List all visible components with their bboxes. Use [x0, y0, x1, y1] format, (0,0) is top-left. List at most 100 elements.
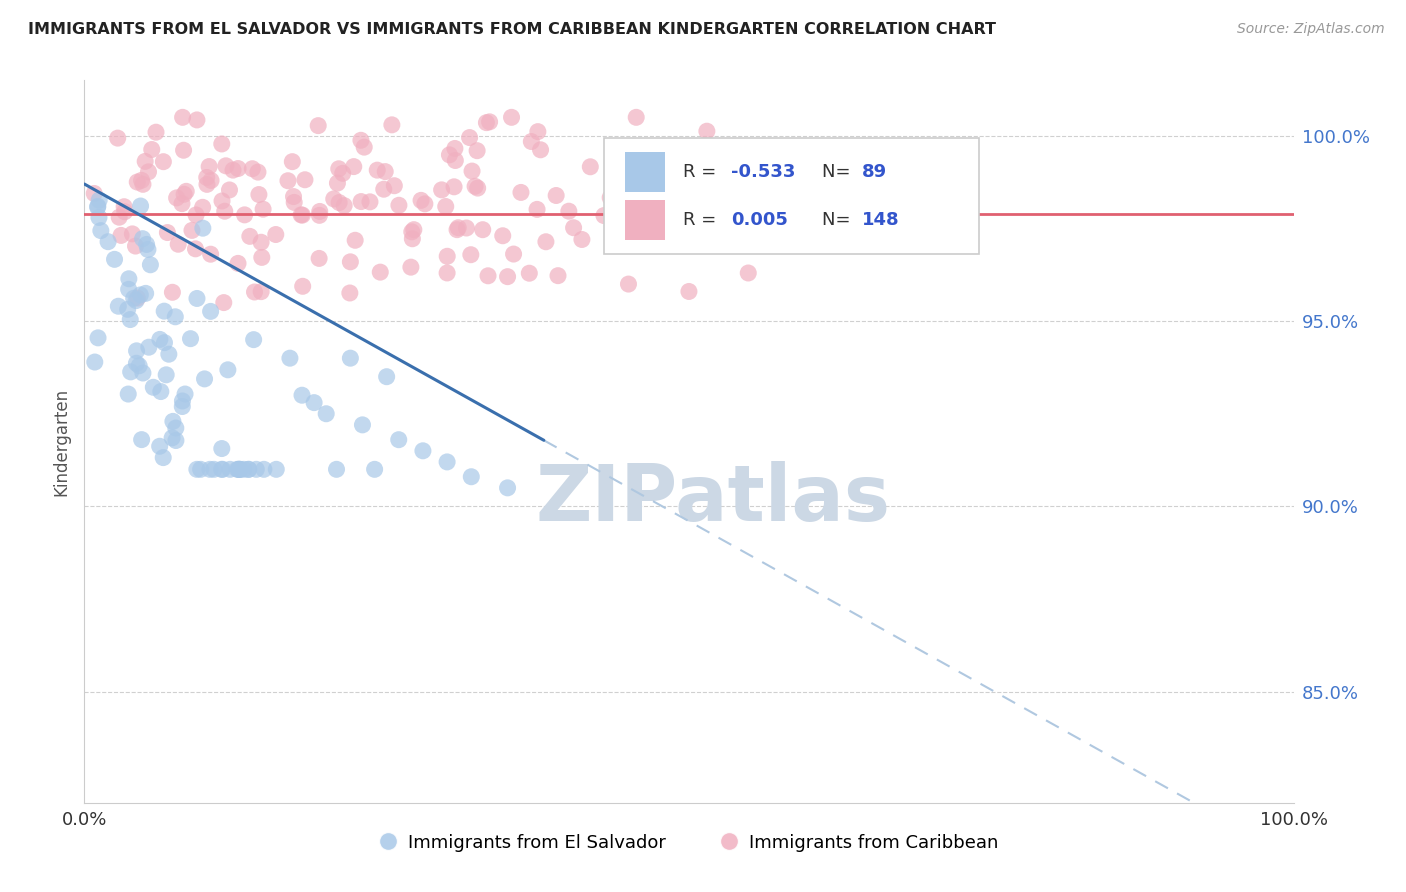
Point [172, 400, 194, 414]
Point [373, 182, 395, 196]
Point [439, 148, 461, 162]
Point [153, 335, 176, 350]
Point [173, 143, 195, 157]
Point [458, 130, 481, 145]
Point [250, 285, 273, 299]
Point [165, 421, 187, 435]
Point [166, 191, 188, 205]
Text: 148: 148 [862, 211, 900, 228]
Point [238, 462, 260, 476]
Point [162, 285, 184, 300]
Point [118, 272, 141, 286]
Point [302, 395, 325, 409]
Point [496, 481, 519, 495]
Point [477, 268, 499, 283]
Point [240, 161, 263, 176]
Point [465, 144, 488, 158]
Point [492, 228, 515, 243]
Point [402, 222, 425, 236]
Point [328, 161, 350, 176]
Point [264, 462, 287, 476]
Point [167, 237, 190, 252]
Point [307, 119, 329, 133]
Point [599, 191, 621, 205]
Point [228, 462, 250, 476]
Point [202, 462, 225, 476]
Point [645, 151, 668, 165]
Point [129, 199, 152, 213]
Text: R =: R = [683, 211, 721, 228]
Point [129, 288, 152, 302]
Point [434, 200, 457, 214]
Point [193, 372, 215, 386]
Point [350, 194, 373, 209]
Bar [624, 200, 665, 240]
Point [165, 310, 187, 324]
Point [579, 160, 602, 174]
Point [430, 183, 453, 197]
Bar [624, 153, 665, 192]
Point [444, 141, 467, 155]
Point [325, 462, 347, 476]
Legend: Immigrants from El Salvador, Immigrants from Caribbean: Immigrants from El Salvador, Immigrants … [373, 826, 1005, 859]
Point [149, 333, 172, 347]
Point [647, 218, 669, 232]
Point [478, 115, 501, 129]
Point [118, 282, 141, 296]
Point [381, 118, 404, 132]
Point [294, 173, 316, 187]
Point [366, 163, 388, 178]
Point [135, 237, 157, 252]
Point [228, 462, 250, 476]
FancyBboxPatch shape [605, 138, 979, 253]
Point [291, 208, 314, 222]
Point [617, 277, 640, 291]
Point [162, 414, 184, 428]
Point [195, 178, 218, 192]
Point [339, 285, 361, 300]
Point [242, 333, 264, 347]
Point [114, 204, 136, 219]
Point [110, 228, 132, 243]
Point [156, 226, 179, 240]
Point [308, 208, 330, 222]
Point [339, 351, 361, 366]
Point [222, 163, 245, 178]
Point [174, 184, 197, 198]
Point [526, 202, 548, 217]
Point [350, 133, 373, 147]
Point [211, 136, 233, 151]
Point [135, 286, 157, 301]
Point [229, 462, 252, 476]
Point [215, 159, 238, 173]
Y-axis label: Kindergarten: Kindergarten [52, 387, 70, 496]
Point [641, 171, 664, 186]
Point [218, 183, 240, 197]
Point [593, 209, 616, 223]
Point [127, 291, 149, 305]
Point [401, 232, 423, 246]
Point [141, 143, 163, 157]
Point [125, 293, 148, 308]
Text: 89: 89 [862, 163, 887, 181]
Point [731, 165, 754, 179]
Point [281, 154, 304, 169]
Point [333, 198, 356, 212]
Point [219, 462, 242, 476]
Point [352, 417, 374, 432]
Point [170, 196, 193, 211]
Point [214, 204, 236, 219]
Point [253, 462, 276, 476]
Text: IMMIGRANTS FROM EL SALVADOR VS IMMIGRANTS FROM CARIBBEAN KINDERGARTEN CORRELATIO: IMMIGRANTS FROM EL SALVADOR VS IMMIGRANT… [28, 22, 995, 37]
Point [211, 462, 233, 476]
Point [97, 235, 120, 249]
Point [332, 166, 354, 180]
Point [153, 304, 176, 318]
Point [117, 387, 139, 401]
Point [475, 115, 498, 129]
Point [388, 433, 411, 447]
Point [527, 125, 550, 139]
Point [247, 187, 270, 202]
Point [446, 222, 468, 236]
Point [89, 193, 111, 207]
